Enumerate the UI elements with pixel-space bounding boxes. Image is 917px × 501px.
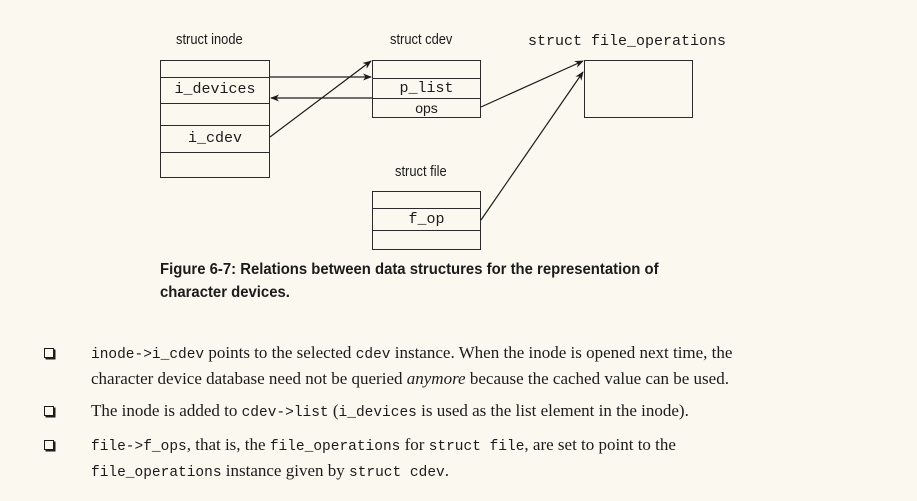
bullet-text: inode->i_cdev points to the selected cde… — [91, 341, 891, 391]
file-cell-f-op: f_op — [373, 209, 480, 231]
emphasis-text: anymore — [406, 369, 466, 388]
code-term: file->f_ops — [91, 439, 187, 455]
file-struct-box: f_op — [372, 191, 481, 250]
cdev-struct-title: struct cdev — [390, 31, 453, 48]
inode-field-i-devices: i_devices — [174, 81, 256, 98]
figure-caption: Figure 6-7: Relations between data struc… — [160, 258, 718, 304]
code-term: cdev — [355, 347, 391, 363]
cdev-cell-blank — [373, 61, 480, 79]
text-run: is used as the list element in the inode… — [416, 401, 689, 420]
cdev-struct-box: p_list ops — [372, 60, 481, 118]
text-run: points to the selected — [204, 343, 356, 362]
data-structure-diagram: struct inode i_devices i_cdev struct cde… — [160, 31, 727, 250]
arrow-i-cdev-to-cdev — [269, 60, 372, 138]
inode-field-i-cdev: i_cdev — [187, 130, 242, 147]
text-run: character device database need not be qu… — [91, 369, 407, 388]
text-run: , are set to point to the — [524, 435, 676, 454]
text-run: for — [400, 435, 429, 454]
code-term: i_devices — [338, 405, 417, 421]
inode-struct-box: i_devices i_cdev — [160, 60, 270, 178]
text-run: because the cached value can be used. — [465, 369, 729, 388]
caption-line-2: character devices. — [160, 284, 290, 301]
file-operations-struct-title: struct file_operations — [528, 33, 727, 50]
inode-cell-i-cdev: i_cdev — [161, 126, 269, 153]
text-run: . — [444, 461, 449, 480]
cdev-cell-ops: ops — [373, 99, 480, 118]
inode-cell-blank — [161, 104, 269, 126]
file-operations-struct-box — [584, 60, 693, 118]
code-term: struct cdev — [349, 465, 445, 481]
text-run: instance. When the inode is opened next … — [390, 343, 733, 362]
text-run: , that is, the — [186, 435, 270, 454]
bullet-text: The inode is added to cdev->list (i_devi… — [91, 399, 891, 425]
cdev-field-ops: ops — [415, 100, 438, 116]
checkbox-bullet-icon — [44, 440, 54, 450]
pointer-arrows — [269, 60, 584, 221]
inode-cell-blank — [161, 61, 269, 78]
file-struct-title: struct file — [395, 163, 447, 180]
arrow-ops-to-file-operations — [480, 60, 584, 108]
code-term: struct file — [428, 439, 525, 455]
checkbox-bullet-icon — [44, 406, 54, 416]
cdev-cell-p-list: p_list — [373, 79, 480, 99]
code-term: file_operations — [269, 439, 401, 455]
text-run: ( — [328, 401, 339, 420]
code-term: inode->i_cdev — [91, 347, 205, 363]
caption-line-1: Figure 6-7: Relations between data struc… — [160, 261, 659, 278]
text-run: instance given by — [221, 461, 349, 480]
inode-cell-i-devices: i_devices — [161, 78, 269, 104]
file-field-f-op: f_op — [408, 211, 445, 228]
inode-struct-title: struct inode — [176, 31, 243, 48]
file-cell-blank — [373, 192, 480, 209]
code-term: file_operations — [91, 465, 222, 481]
checkbox-bullet-icon — [44, 348, 54, 358]
bullet-text: file->f_ops, that is, the file_operation… — [91, 433, 891, 485]
text-run: The inode is added to — [91, 401, 242, 420]
arrow-f-op-to-file-operations — [480, 71, 584, 221]
code-term: cdev->list — [241, 405, 329, 421]
cdev-field-p-list: p_list — [399, 80, 454, 97]
